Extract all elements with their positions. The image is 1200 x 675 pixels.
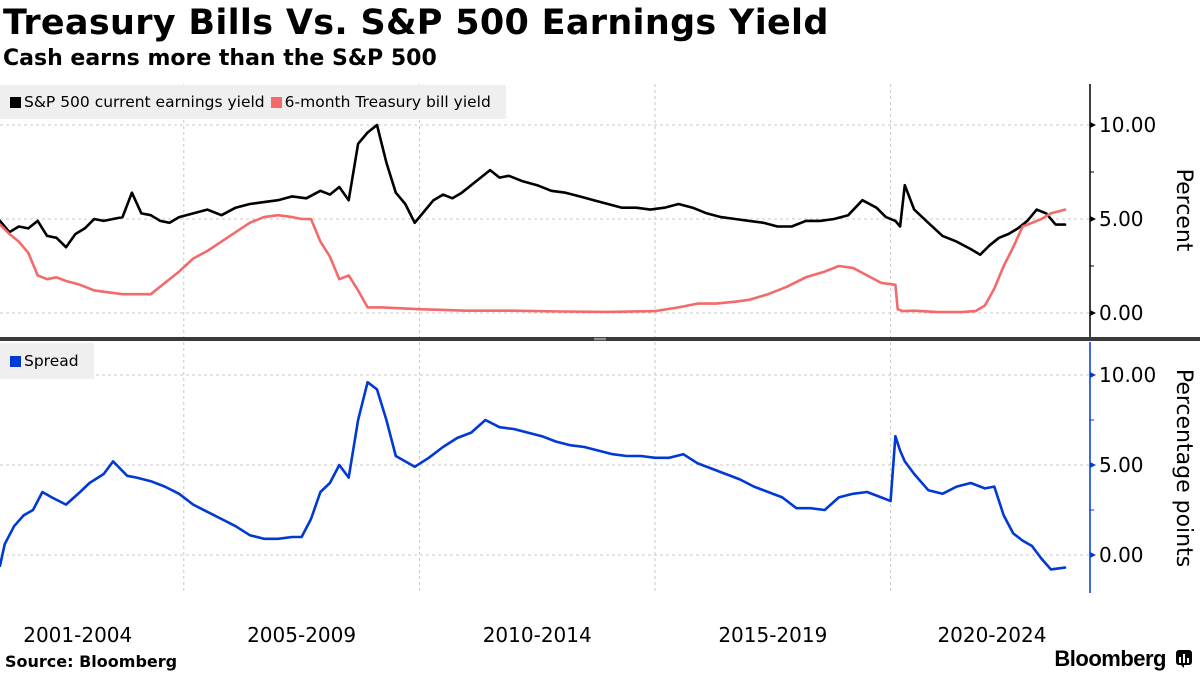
ytick-label-bottom-2: 10.00 xyxy=(1099,363,1156,387)
ytick-label-top-1: 5.00 xyxy=(1099,207,1144,231)
series-line-6-month-treasury-bill-yield xyxy=(0,208,1067,314)
legend-swatch-tbill-yield xyxy=(270,96,282,108)
legend-swatch-spread xyxy=(10,355,21,367)
xtick-label-3: 2015-2019 xyxy=(718,623,827,647)
ytick-label-bottom-1: 5.00 xyxy=(1099,453,1144,477)
ytick-arrow-top-2 xyxy=(1090,122,1096,128)
bloomberg-logo: Bloomberg xyxy=(1054,646,1166,671)
ytick-label-bottom-0: 0.00 xyxy=(1099,543,1144,567)
legend-item-tbill-yield: 6-month Treasury bill yield xyxy=(270,93,491,111)
series-line-spread xyxy=(0,380,1067,571)
y-axis-title-bottom: Percentage points xyxy=(1171,369,1196,567)
ytick-arrow-bottom-1 xyxy=(1090,462,1096,468)
legend-item-earnings-yield: S&P 500 current earnings yield xyxy=(10,93,265,111)
ytick-arrow-top-0 xyxy=(1090,310,1096,316)
legend-label-tbill-yield: 6-month Treasury bill yield xyxy=(284,93,491,111)
ytick-label-top-0: 0.00 xyxy=(1099,301,1144,325)
bloomberg-terminal-icon xyxy=(1176,650,1192,668)
legend-label-earnings-yield: S&P 500 current earnings yield xyxy=(24,93,265,111)
legend-swatch-earnings-yield xyxy=(10,96,21,108)
ytick-arrow-top-1 xyxy=(1090,216,1096,222)
source-note: Source: Bloomberg xyxy=(5,652,178,671)
chart-subtitle: Cash earns more than the S&P 500 xyxy=(3,46,437,71)
xtick-label-0: 2001-2004 xyxy=(23,623,132,647)
legend-top: S&P 500 current earnings yield 6-month T… xyxy=(0,85,506,119)
y-axis-title-top: Percent xyxy=(1171,169,1196,252)
ytick-arrow-bottom-2 xyxy=(1090,372,1096,378)
series-line-s-p-500-current-earnings-yield xyxy=(0,123,1067,256)
ytick-label-top-2: 10.00 xyxy=(1099,113,1156,137)
legend-bottom: Spread xyxy=(0,343,94,379)
ytick-arrow-bottom-0 xyxy=(1090,552,1096,558)
xtick-label-1: 2005-2009 xyxy=(247,623,356,647)
legend-item-spread: Spread xyxy=(10,352,79,370)
xtick-label-4: 2020-2024 xyxy=(937,623,1046,647)
xtick-label-2: 2010-2014 xyxy=(483,623,592,647)
legend-label-spread: Spread xyxy=(24,352,79,370)
chart-title: Treasury Bills Vs. S&P 500 Earnings Yiel… xyxy=(3,3,829,43)
panel-separator xyxy=(0,337,1200,341)
